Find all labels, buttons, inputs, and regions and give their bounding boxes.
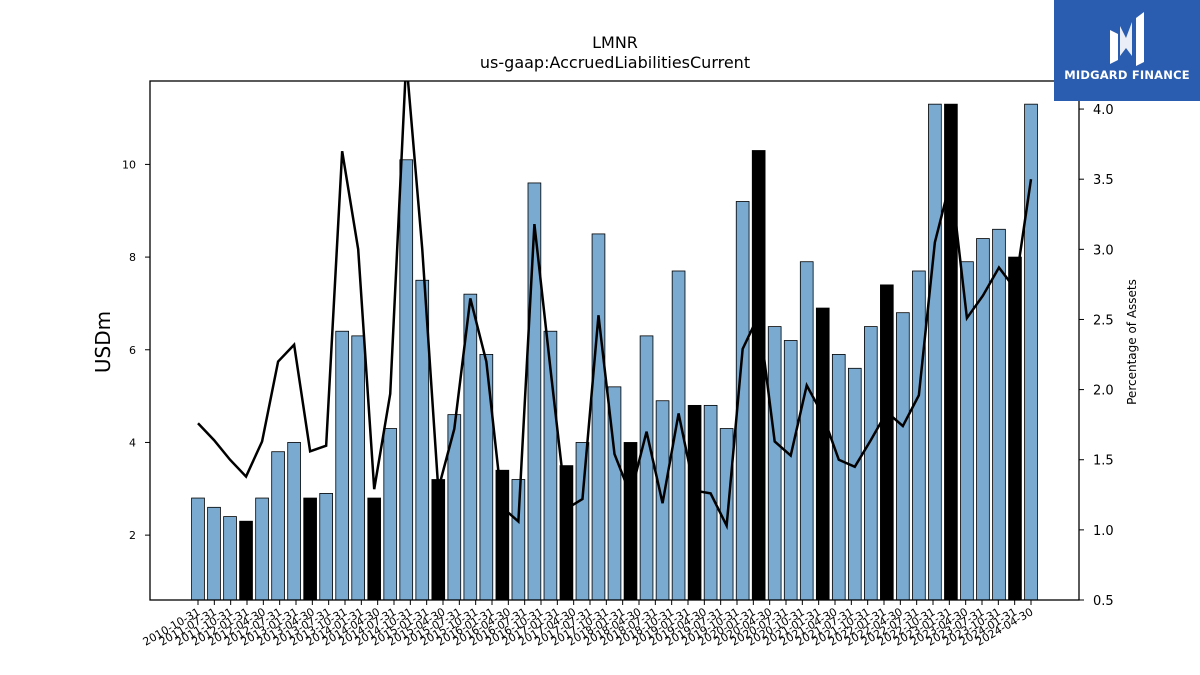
- bar-series: [191, 103, 1038, 601]
- bar: [1008, 256, 1022, 601]
- x-axis: 2010-10-312011-07-312011-10-312012-01-31…: [141, 600, 1036, 649]
- bar: [623, 442, 638, 601]
- plot-frame: [149, 80, 1080, 601]
- y-tick-label: 8: [129, 251, 136, 264]
- bar: [239, 520, 253, 601]
- bar: [367, 497, 382, 601]
- y-right-tick-label: 1.0: [1093, 524, 1114, 539]
- y-tick-label: 10: [122, 158, 136, 171]
- y-right-tick-label: 3.5: [1093, 173, 1114, 188]
- percent-of-assets-line: [197, 81, 1033, 531]
- brand-logo: MIDGARD FINANCE: [1054, 0, 1200, 101]
- bar: [511, 479, 526, 601]
- logo-mark-icon: [1110, 12, 1144, 66]
- bar: [687, 404, 702, 601]
- bar: [847, 367, 862, 601]
- bar: [815, 307, 830, 601]
- y-axis-left: 2 4 6 8 10: [122, 158, 150, 542]
- bar: [880, 284, 894, 601]
- bar: [191, 497, 205, 601]
- y-tick-label: 2: [129, 529, 136, 542]
- bar: [896, 312, 910, 601]
- bar: [335, 330, 349, 601]
- bar: [223, 516, 237, 601]
- bar: [287, 442, 301, 601]
- y-right-tick-label: 2.5: [1093, 313, 1114, 328]
- logo-text: MIDGARD FINANCE: [1064, 68, 1190, 82]
- y-right-tick-label: 1.5: [1093, 454, 1114, 469]
- y-right-tick-label: 3.0: [1093, 243, 1114, 258]
- bar: [1024, 103, 1038, 601]
- bar: [992, 228, 1006, 601]
- bar: [912, 270, 926, 601]
- y-tick-label: 6: [129, 344, 136, 357]
- y-right-tick-label: 0.5: [1093, 594, 1114, 609]
- line-series: [197, 81, 1033, 531]
- bar: [383, 428, 398, 601]
- bar: [303, 497, 317, 601]
- bar: [431, 479, 446, 601]
- bar: [399, 159, 414, 601]
- bar: [559, 465, 574, 601]
- chart-title: LMNR: [592, 33, 638, 52]
- y-axis-right: 0.5 1.0 1.5 2.0 2.5 3.0 3.5 4.0: [1079, 103, 1114, 609]
- bar: [751, 150, 766, 601]
- y-tick-label: 4: [129, 436, 136, 449]
- bar: [639, 335, 654, 601]
- bar: [591, 233, 606, 601]
- bar: [575, 442, 590, 601]
- y-axis-right-label: Percentage of Assets: [1125, 279, 1139, 405]
- y-right-tick-label: 2.0: [1093, 384, 1114, 399]
- bar: [831, 353, 846, 601]
- y-right-tick-label: 4.0: [1093, 103, 1114, 118]
- bar: [351, 335, 365, 601]
- bar: [255, 497, 269, 601]
- bar: [928, 103, 942, 601]
- bar: [319, 493, 333, 601]
- bar: [783, 340, 798, 601]
- y-axis-label: USDm: [91, 311, 115, 373]
- chart-subtitle: us-gaap:AccruedLiabilitiesCurrent: [480, 53, 750, 72]
- bar: [944, 103, 958, 601]
- bar: [767, 326, 782, 601]
- bar: [271, 451, 285, 601]
- bar: [207, 506, 221, 601]
- bar: [864, 326, 878, 601]
- bar: [976, 238, 990, 601]
- bar: [799, 261, 814, 601]
- bar: [495, 469, 510, 601]
